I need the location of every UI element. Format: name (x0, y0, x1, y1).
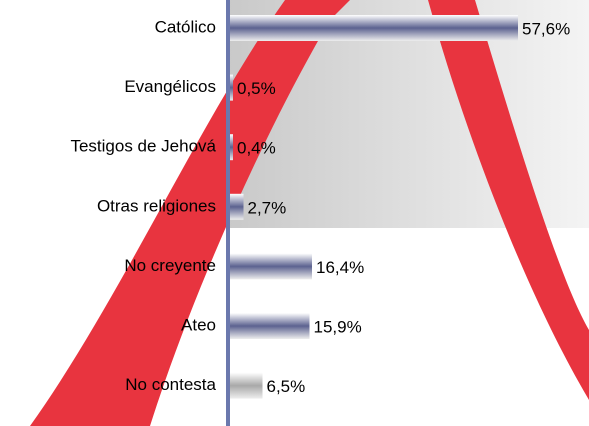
category-label: Otras religiones (97, 196, 216, 215)
bar (230, 134, 233, 161)
value-label: 15,9% (314, 317, 362, 336)
bar (230, 253, 312, 280)
decor-swoosh-left (30, 0, 350, 426)
value-label: 2,7% (248, 198, 287, 217)
category-label: No contesta (125, 375, 216, 394)
value-label: 16,4% (316, 258, 364, 277)
value-label: 6,5% (267, 377, 306, 396)
decor-swoosh-right (428, 0, 589, 400)
category-label: Testigos de Jehová (70, 137, 216, 156)
category-label: Evangélicos (124, 77, 216, 96)
category-label: No creyente (124, 256, 216, 275)
bar (230, 313, 310, 339)
bar (230, 193, 244, 220)
value-label: 57,6% (522, 19, 570, 38)
value-label: 0,4% (237, 139, 276, 158)
bar (230, 74, 233, 101)
axis-line (226, 0, 230, 426)
category-label: Católico (155, 17, 216, 36)
bar (230, 15, 518, 41)
category-label: Ateo (181, 315, 216, 334)
bar (230, 372, 263, 399)
value-label: 0,5% (237, 79, 276, 98)
